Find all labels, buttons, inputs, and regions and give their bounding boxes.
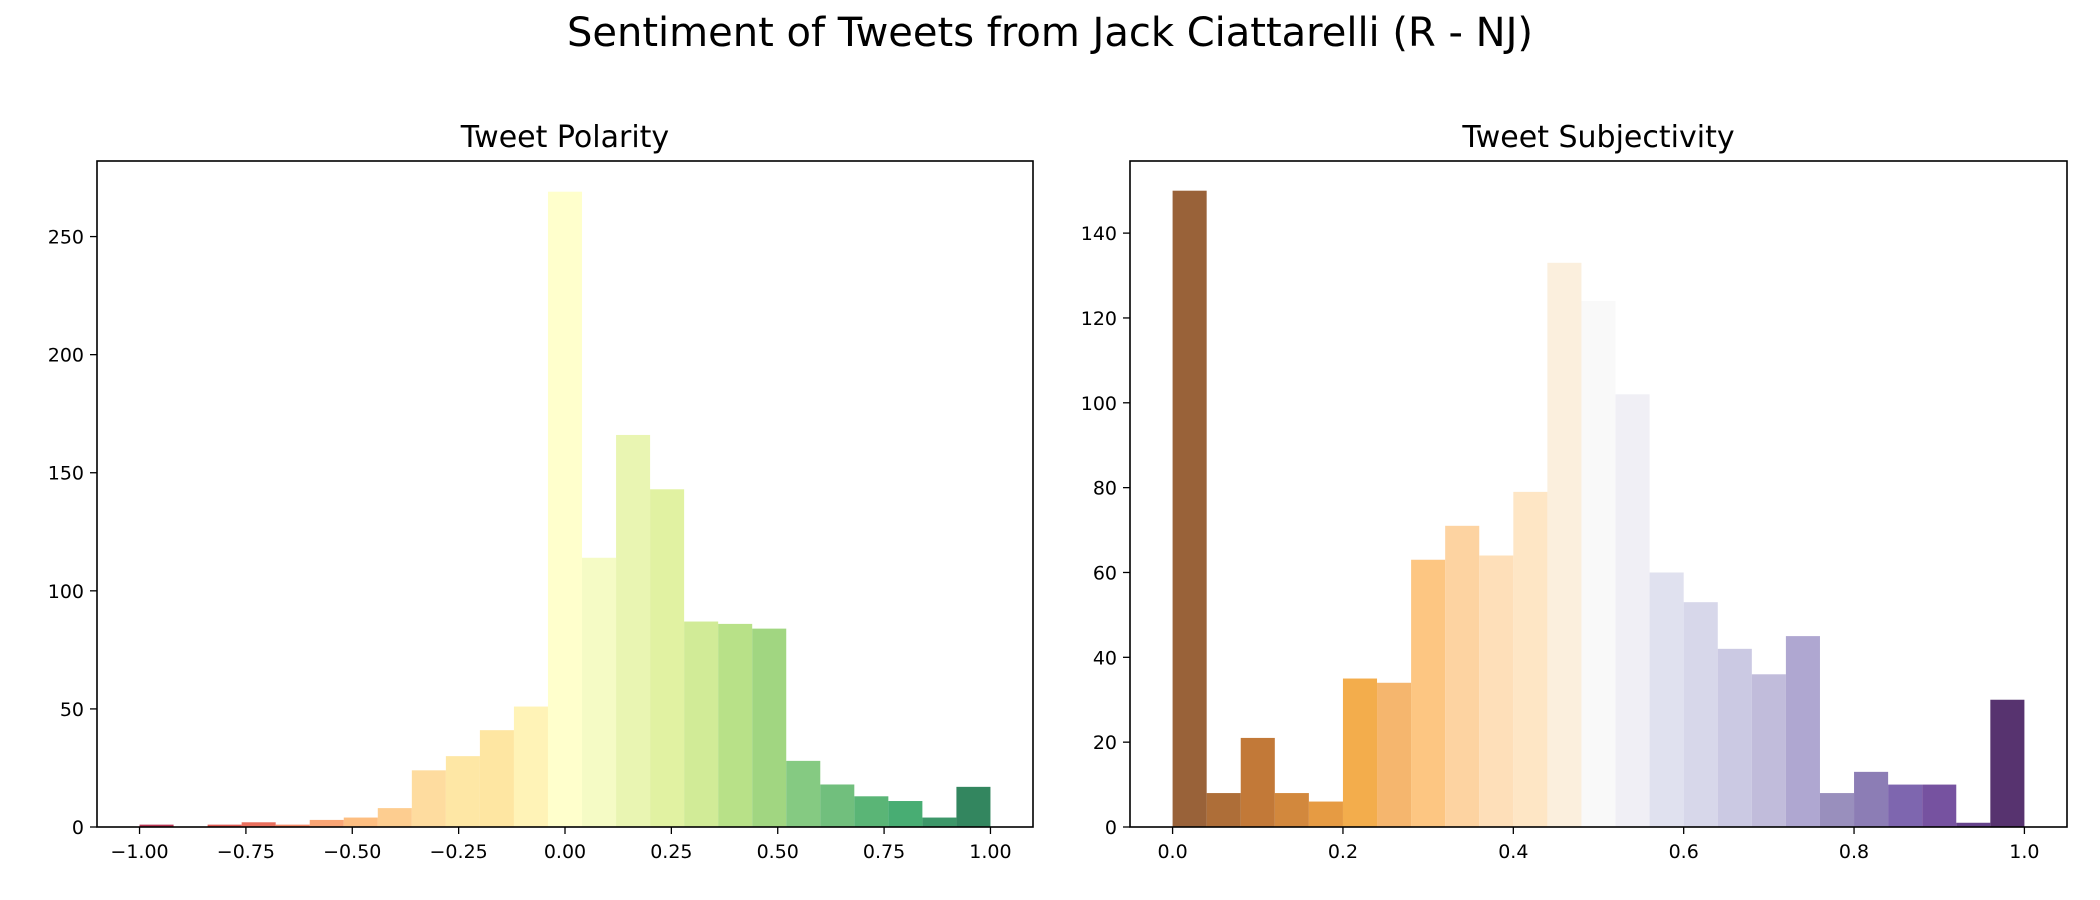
chart1-xtick-label-0: −1.00 [110, 841, 168, 863]
chart1-bar-22 [888, 801, 923, 827]
chart2-bar-23 [1956, 822, 1991, 827]
chart2-xtick-label-1: 0.2 [1328, 841, 1358, 863]
chart2-bar-3 [1274, 793, 1309, 827]
chart1-ytick-label-1: 50 [60, 699, 84, 721]
chart2-bar-17 [1751, 674, 1786, 827]
chart1-title: Tweet Polarity [460, 120, 669, 155]
chart1-bar-3 [241, 822, 276, 827]
chart1-bar-10 [479, 730, 514, 827]
chart2-bar-18 [1785, 636, 1820, 827]
chart1-xtick-label-7: 0.75 [863, 841, 905, 863]
chart2-bar-0 [1172, 190, 1207, 827]
chart2-ytick-label-4: 80 [1093, 478, 1117, 500]
chart1-ytick-label-5: 250 [48, 227, 84, 249]
chart1-xtick-label-3: −0.25 [430, 841, 488, 863]
chart2-bar-13 [1615, 394, 1650, 827]
chart1-bar-9 [445, 756, 480, 827]
chart1-bar-4 [275, 824, 310, 827]
chart2-xtick-label-2: 0.4 [1498, 841, 1528, 863]
chart2-ytick-label-3: 60 [1093, 562, 1117, 584]
chart2-bar-12 [1581, 300, 1616, 827]
chart2-bar-16 [1717, 648, 1752, 827]
chart2-xtick-label-3: 0.6 [1669, 841, 1699, 863]
chart1-xtick-label-1: −0.75 [217, 841, 275, 863]
chart1-bar-11 [513, 706, 548, 827]
chart1-bar-0 [139, 824, 174, 827]
chart2-bar-1 [1206, 793, 1241, 827]
chart2-bar-5 [1342, 678, 1378, 827]
chart2-ytick-label-6: 120 [1081, 308, 1117, 330]
figure-title: Sentiment of Tweets from Jack Ciattarell… [567, 10, 1533, 56]
chart1-bar-24 [956, 786, 991, 827]
chart1-bar-23 [922, 817, 957, 827]
chart1-bar-2 [207, 824, 242, 827]
chart1-ytick-label-2: 100 [48, 581, 84, 603]
chart2-bar-22 [1922, 784, 1957, 827]
chart1-bar-5 [309, 819, 344, 827]
chart2-bar-21 [1888, 784, 1923, 827]
chart1-bar-6 [343, 817, 378, 827]
chart2-ytick-label-7: 140 [1081, 223, 1117, 245]
chart2-bar-15 [1683, 602, 1718, 827]
chart2-bar-20 [1854, 771, 1889, 827]
chart2-ytick-label-0: 0 [1105, 817, 1117, 839]
chart1-ytick-label-4: 200 [48, 345, 84, 367]
chart1-xtick-label-6: 0.50 [757, 841, 799, 863]
chart1-ytick-label-0: 0 [72, 817, 84, 839]
chart2-bar-6 [1377, 682, 1412, 827]
chart2-bar-14 [1649, 572, 1684, 827]
chart1-bar-20 [820, 784, 855, 827]
chart1-bar-19 [786, 760, 821, 827]
chart2-bar-7 [1411, 559, 1446, 827]
chart2-axes-frame [1129, 160, 2068, 828]
chart1-bar-8 [411, 770, 446, 827]
chart2-xtick-label-4: 0.8 [1839, 841, 1869, 863]
chart2-xtick-label-5: 1.0 [2009, 841, 2039, 863]
chart2-ytick-label-2: 40 [1093, 647, 1117, 669]
chart1-xtick-label-8: 1.00 [969, 841, 1011, 863]
chart2-bar-2 [1240, 737, 1275, 827]
chart1-bar-17 [718, 623, 753, 827]
chart2-ytick-label-1: 20 [1093, 732, 1117, 754]
chart2-bar-8 [1445, 525, 1480, 827]
chart1-bar-21 [854, 796, 889, 827]
chart1-ytick-label-3: 150 [48, 463, 84, 485]
chart2-bar-19 [1819, 793, 1855, 827]
chart1-bar-7 [377, 808, 412, 827]
chart2-xtick-label-0: 0.0 [1157, 841, 1187, 863]
chart1-xtick-label-2: −0.50 [323, 841, 381, 863]
chart2-bar-9 [1479, 555, 1514, 827]
chart1-bar-14 [616, 434, 651, 827]
chart1-bar-12 [547, 191, 583, 827]
chart2-ytick-label-5: 100 [1081, 393, 1117, 415]
chart2-title: Tweet Subjectivity [1461, 120, 1734, 155]
chart1-xtick-label-5: 0.25 [650, 841, 692, 863]
chart1-bar-13 [582, 557, 617, 827]
chart1-bar-15 [650, 489, 685, 827]
chart2-bar-24 [1990, 699, 2025, 827]
chart1-bar-18 [752, 628, 787, 827]
chart1-xtick-label-4: 0.00 [544, 841, 586, 863]
chart1-bar-16 [684, 621, 719, 827]
chart2-bar-10 [1513, 491, 1548, 827]
chart2-bar-4 [1308, 801, 1343, 827]
chart2-bar-11 [1547, 262, 1582, 827]
